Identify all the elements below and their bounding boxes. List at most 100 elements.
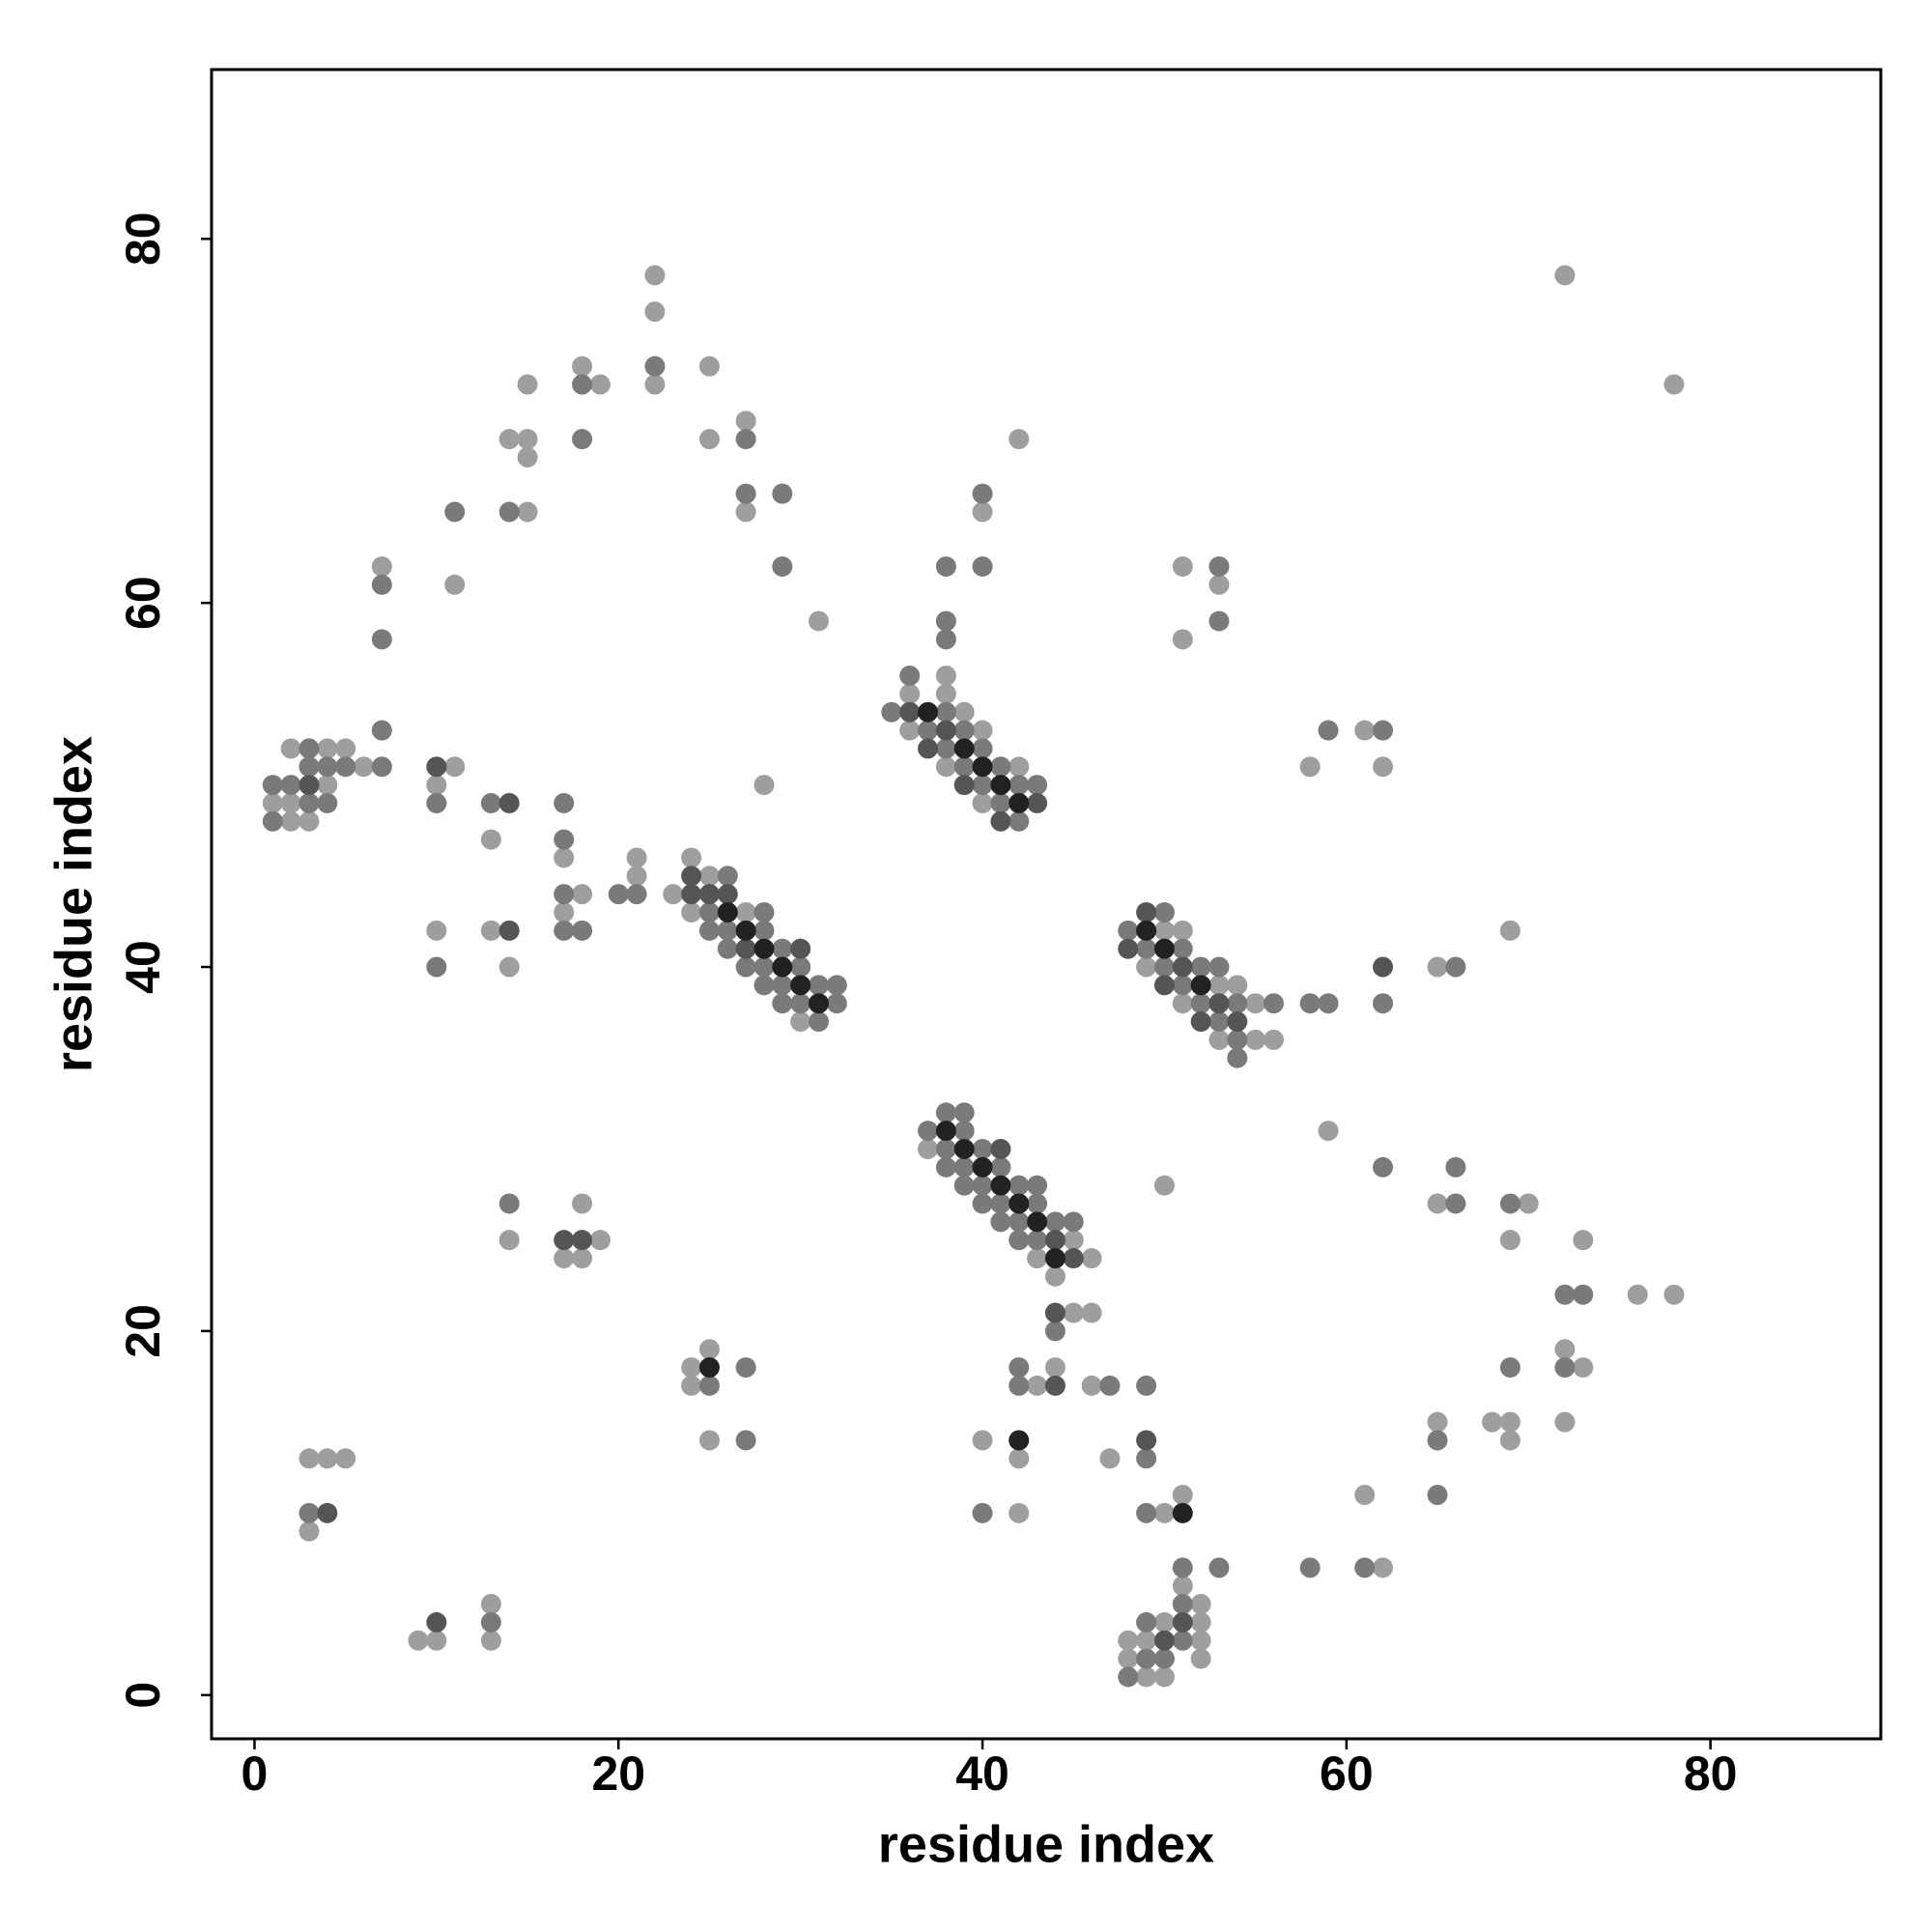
point bbox=[498, 792, 520, 813]
point bbox=[1027, 1230, 1048, 1251]
point bbox=[935, 629, 956, 650]
point bbox=[1009, 1448, 1030, 1469]
point bbox=[1499, 1193, 1520, 1214]
point bbox=[1009, 810, 1030, 832]
point bbox=[1118, 1630, 1139, 1651]
point bbox=[554, 901, 575, 923]
point bbox=[790, 938, 811, 959]
point bbox=[1299, 756, 1321, 778]
point bbox=[317, 756, 338, 778]
point bbox=[426, 1630, 447, 1651]
point bbox=[554, 792, 575, 813]
point bbox=[572, 355, 593, 377]
point bbox=[972, 1156, 993, 1178]
point bbox=[935, 1156, 956, 1178]
point bbox=[1153, 938, 1175, 959]
point bbox=[1172, 975, 1193, 996]
point bbox=[498, 429, 520, 450]
point bbox=[1027, 792, 1048, 813]
point bbox=[498, 501, 520, 523]
point bbox=[681, 901, 702, 923]
point bbox=[681, 847, 702, 868]
point bbox=[1227, 1011, 1248, 1033]
point bbox=[918, 701, 939, 723]
point bbox=[1318, 720, 1339, 741]
point bbox=[572, 1230, 593, 1251]
point bbox=[1009, 1193, 1030, 1214]
point bbox=[717, 866, 738, 887]
point bbox=[1027, 1175, 1048, 1196]
point bbox=[1499, 1357, 1520, 1378]
point bbox=[881, 701, 902, 723]
point bbox=[589, 1230, 611, 1251]
point bbox=[498, 1193, 520, 1214]
point bbox=[826, 975, 847, 996]
point bbox=[1027, 1248, 1048, 1269]
point bbox=[1190, 1011, 1211, 1033]
point bbox=[517, 501, 538, 523]
point bbox=[589, 374, 611, 395]
point bbox=[498, 1230, 520, 1251]
point bbox=[698, 1430, 720, 1451]
point bbox=[1044, 1375, 1065, 1396]
point bbox=[809, 611, 830, 632]
point bbox=[990, 792, 1011, 813]
point bbox=[1208, 975, 1230, 996]
y-tick-label: 0 bbox=[116, 1682, 170, 1709]
point bbox=[1190, 1630, 1211, 1651]
point bbox=[1627, 1284, 1648, 1305]
point bbox=[953, 1102, 975, 1123]
point bbox=[498, 956, 520, 978]
point bbox=[1044, 1211, 1065, 1233]
point bbox=[1299, 1557, 1321, 1578]
point bbox=[572, 884, 593, 905]
point bbox=[899, 720, 921, 741]
point bbox=[1136, 1630, 1157, 1651]
y-tick-label: 80 bbox=[116, 212, 170, 266]
point bbox=[1172, 993, 1193, 1014]
point bbox=[735, 1430, 756, 1451]
point bbox=[1172, 1611, 1193, 1633]
point bbox=[1499, 1230, 1520, 1251]
point bbox=[1190, 1611, 1211, 1633]
point bbox=[918, 1121, 939, 1142]
point bbox=[1081, 1302, 1102, 1323]
point bbox=[1663, 374, 1685, 395]
point bbox=[790, 1011, 811, 1033]
point bbox=[280, 738, 301, 759]
point bbox=[717, 901, 738, 923]
point bbox=[1190, 993, 1211, 1014]
point bbox=[972, 738, 993, 759]
point bbox=[735, 956, 756, 978]
point bbox=[1172, 1557, 1193, 1578]
point bbox=[626, 847, 647, 868]
point bbox=[517, 374, 538, 395]
point bbox=[1482, 1411, 1503, 1433]
point bbox=[698, 1375, 720, 1396]
point bbox=[826, 993, 847, 1014]
point bbox=[935, 555, 956, 577]
point bbox=[644, 355, 666, 377]
point bbox=[1118, 920, 1139, 941]
point bbox=[1118, 1648, 1139, 1669]
point bbox=[735, 501, 756, 523]
point bbox=[280, 810, 301, 832]
point bbox=[1081, 1248, 1102, 1269]
point bbox=[572, 1193, 593, 1214]
point bbox=[935, 1138, 956, 1159]
point bbox=[1245, 1029, 1266, 1050]
point bbox=[935, 701, 956, 723]
point bbox=[990, 1211, 1011, 1233]
point bbox=[517, 429, 538, 450]
point bbox=[1172, 555, 1193, 577]
point bbox=[262, 775, 283, 796]
point bbox=[1136, 1666, 1157, 1688]
point bbox=[972, 1502, 993, 1523]
point bbox=[953, 1175, 975, 1196]
point bbox=[426, 756, 447, 778]
point bbox=[1153, 975, 1175, 996]
point bbox=[1009, 429, 1030, 450]
point bbox=[990, 1193, 1011, 1214]
point bbox=[1518, 1193, 1539, 1214]
point bbox=[935, 1102, 956, 1123]
